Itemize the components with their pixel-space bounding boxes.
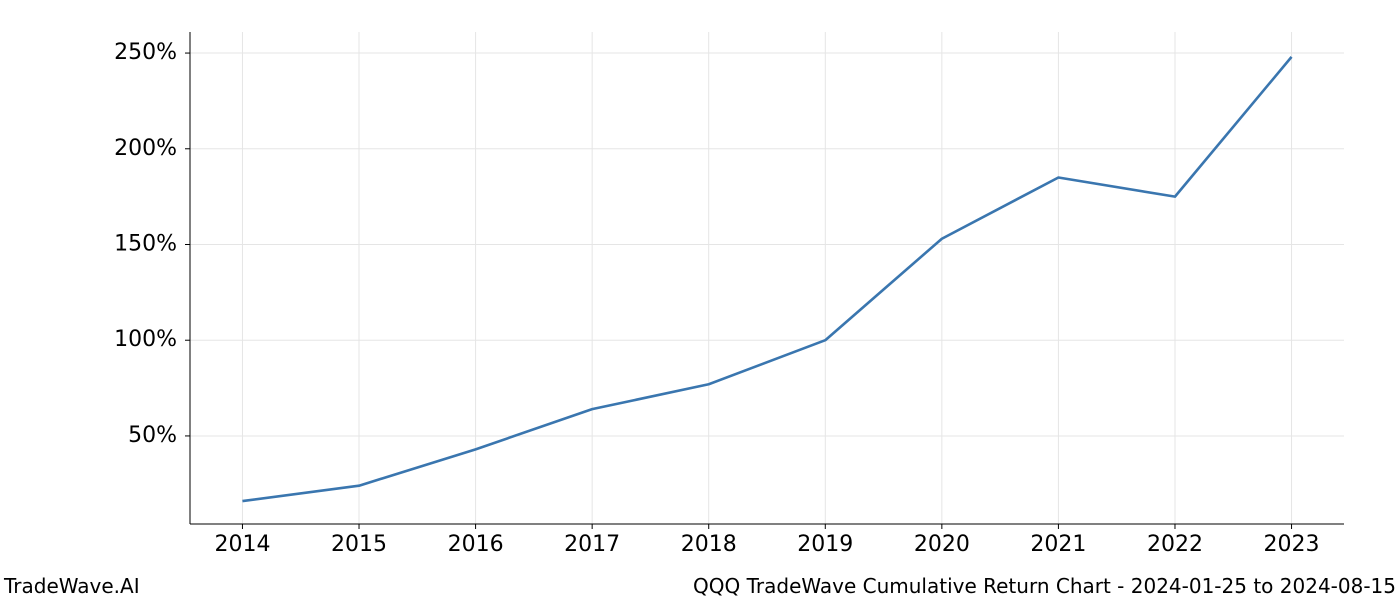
x-tick-label: 2023 <box>1264 532 1320 557</box>
x-tick-label: 2014 <box>214 532 270 557</box>
x-tick-label: 2022 <box>1147 532 1203 557</box>
chart-background <box>0 0 1400 600</box>
x-tick-label: 2015 <box>331 532 387 557</box>
x-tick-label: 2018 <box>681 532 737 557</box>
y-tick-label: 150% <box>114 231 177 256</box>
chart-wrapper: 2014 2015 2016 2017 2018 2019 2020 2021 2022 2023… <box>0 0 1400 600</box>
x-tick-label: 2020 <box>914 532 970 557</box>
y-tick-label: 250% <box>114 40 177 65</box>
x-tick-label: 2019 <box>797 532 853 557</box>
y-tick-label: 200% <box>114 136 177 161</box>
footer-left-label: TradeWave.AI <box>4 574 140 598</box>
y-tick-label: 50% <box>128 423 177 448</box>
x-tick-label: 2021 <box>1030 532 1086 557</box>
y-tick-label: 100% <box>114 327 177 352</box>
footer-right-label: QQQ TradeWave Cumulative Return Chart - … <box>693 574 1396 598</box>
line-chart: 2014 2015 2016 2017 2018 2019 2020 2021 2022 2023… <box>0 0 1400 600</box>
x-tick-label: 2016 <box>448 532 504 557</box>
x-tick-label: 2017 <box>564 532 620 557</box>
